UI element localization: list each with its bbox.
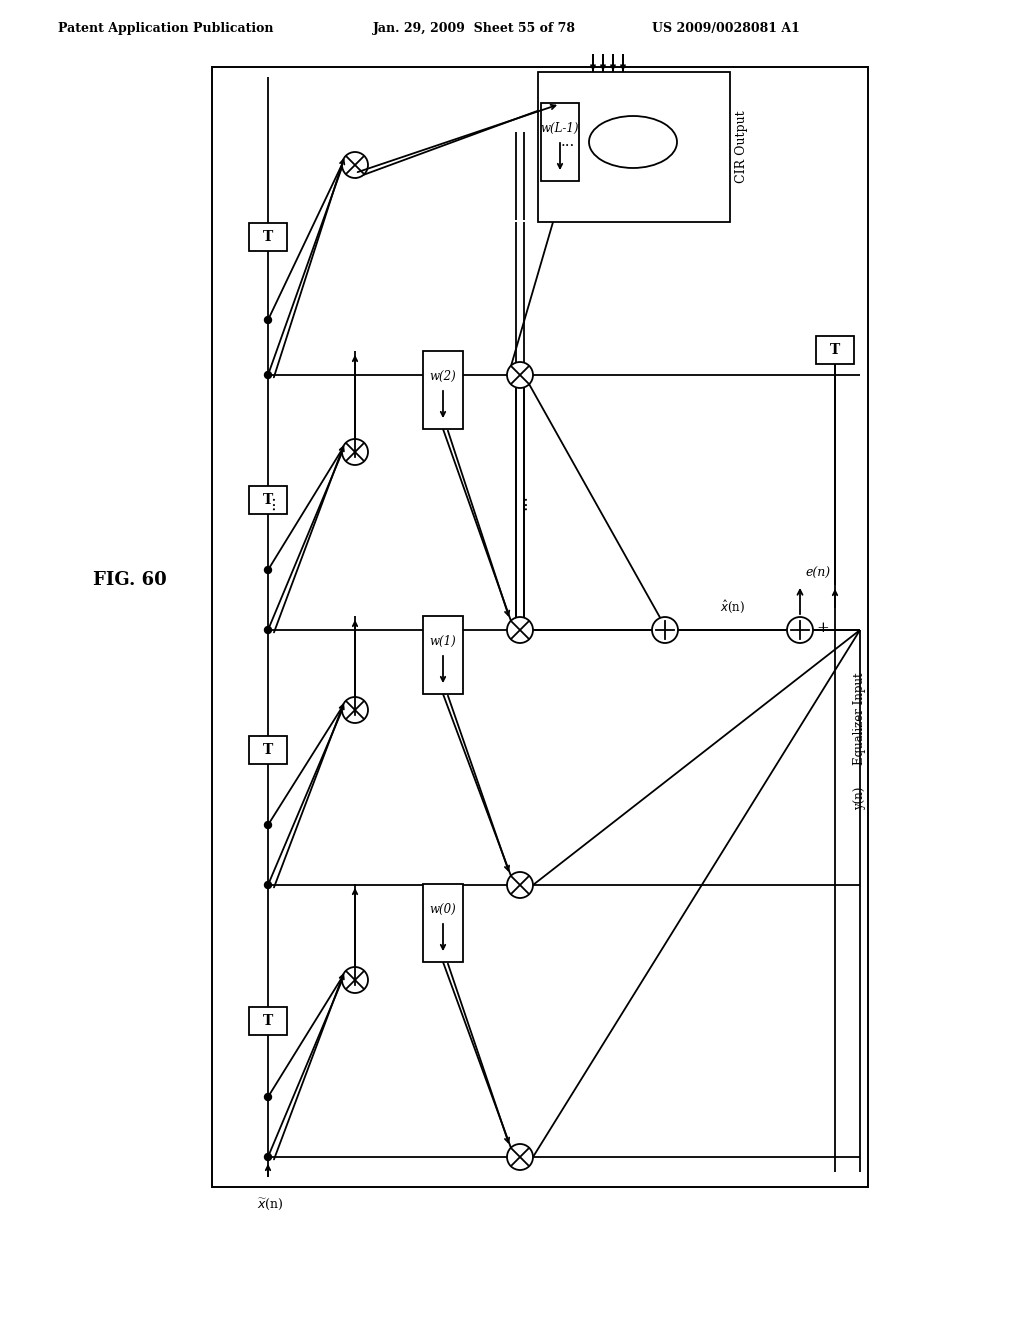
Text: T: T [263,230,273,244]
Circle shape [264,566,271,573]
Text: T: T [263,1014,273,1028]
Text: $\widetilde{x}$(n): $\widetilde{x}$(n) [257,1197,284,1212]
Bar [212,67,868,1187]
Text: +: + [816,620,828,635]
Text: $\hat{x}$(n): $\hat{x}$(n) [720,599,745,616]
Text: CIR Output: CIR Output [735,111,749,183]
Bar [816,337,854,364]
Circle shape [264,1154,271,1160]
Text: ...: ... [561,135,575,149]
Bar [249,1007,287,1035]
Circle shape [264,371,271,379]
Circle shape [264,627,271,634]
Text: FIG. 60: FIG. 60 [93,572,167,589]
Text: ...: ... [261,495,279,511]
Circle shape [652,616,678,643]
Circle shape [507,616,534,643]
Text: w(1): w(1) [430,635,457,648]
Bar [423,884,463,962]
Circle shape [342,697,368,723]
Text: w(0): w(0) [430,903,457,916]
Circle shape [342,440,368,465]
Text: Equalizer Input: Equalizer Input [853,672,866,764]
Circle shape [787,616,813,643]
Bar [249,737,287,764]
Ellipse shape [589,116,677,168]
Text: US 2009/0028081 A1: US 2009/0028081 A1 [652,22,800,36]
Text: y(n): y(n) [853,787,866,810]
Text: T: T [263,492,273,507]
Text: w(L-1): w(L-1) [541,121,580,135]
Circle shape [264,821,271,829]
Text: ...: ... [513,495,530,511]
Text: Jan. 29, 2009  Sheet 55 of 78: Jan. 29, 2009 Sheet 55 of 78 [373,22,575,36]
Text: w(2): w(2) [430,370,457,383]
Bar [541,103,579,181]
Circle shape [342,968,368,993]
Bar [249,223,287,251]
Bar [423,351,463,429]
Bar [249,486,287,513]
Bar [423,616,463,694]
Text: Patent Application Publication: Patent Application Publication [58,22,273,36]
Circle shape [264,882,271,888]
Text: T: T [263,743,273,756]
Circle shape [507,1144,534,1170]
Circle shape [342,152,368,178]
Bar [538,73,730,222]
Circle shape [264,317,271,323]
Text: e(n): e(n) [805,568,830,579]
Circle shape [507,873,534,898]
Text: T: T [829,343,840,356]
Circle shape [507,362,534,388]
Circle shape [264,1093,271,1101]
